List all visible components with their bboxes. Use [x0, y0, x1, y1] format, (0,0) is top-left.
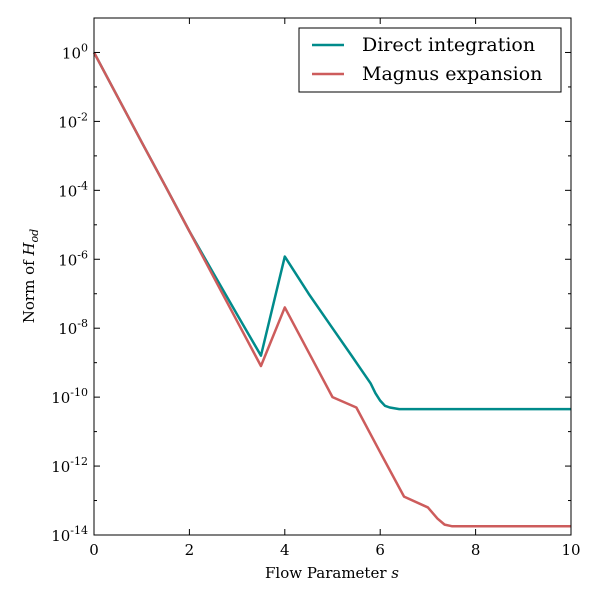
legend: Direct integration Magnus expansion — [298, 27, 562, 93]
y-axis-label: Norm of Hod — [20, 229, 41, 323]
y-tick-label: 10-12 — [51, 455, 88, 476]
x-tick-label: 10 — [561, 541, 580, 559]
x-tick-label: 8 — [471, 541, 481, 559]
y-tick-label: 10-8 — [58, 317, 88, 338]
legend-label-magnus-expansion: Magnus expansion — [362, 63, 542, 85]
y-tick-label: 10-2 — [58, 110, 88, 131]
x-tick-label: 6 — [375, 541, 385, 559]
legend-label-direct-integration: Direct integration — [362, 34, 535, 56]
y-tick-label: 10-6 — [58, 248, 88, 269]
y-tick-label: 100 — [62, 41, 88, 62]
plot-area-frame — [93, 17, 572, 536]
series-line-direct-integration — [92, 51, 571, 411]
x-tick-label: 0 — [89, 541, 99, 559]
series-layer — [92, 51, 571, 528]
ticks-layer: 0 2 4 6 8 10 100 10-2 10-4 10-6 10-8 10-10 10-12 10-1… — [51, 17, 581, 559]
y-tick-label: 10-10 — [51, 386, 88, 407]
x-tick-label: 2 — [185, 541, 195, 559]
legend-box — [298, 27, 562, 93]
y-tick-label: 10-4 — [58, 179, 88, 200]
x-tick-label: 4 — [280, 541, 290, 559]
y-tick-label: 10-14 — [51, 524, 88, 545]
series-line-magnus-expansion — [92, 51, 571, 528]
x-axis-label: Flow Parameter s — [265, 564, 399, 582]
